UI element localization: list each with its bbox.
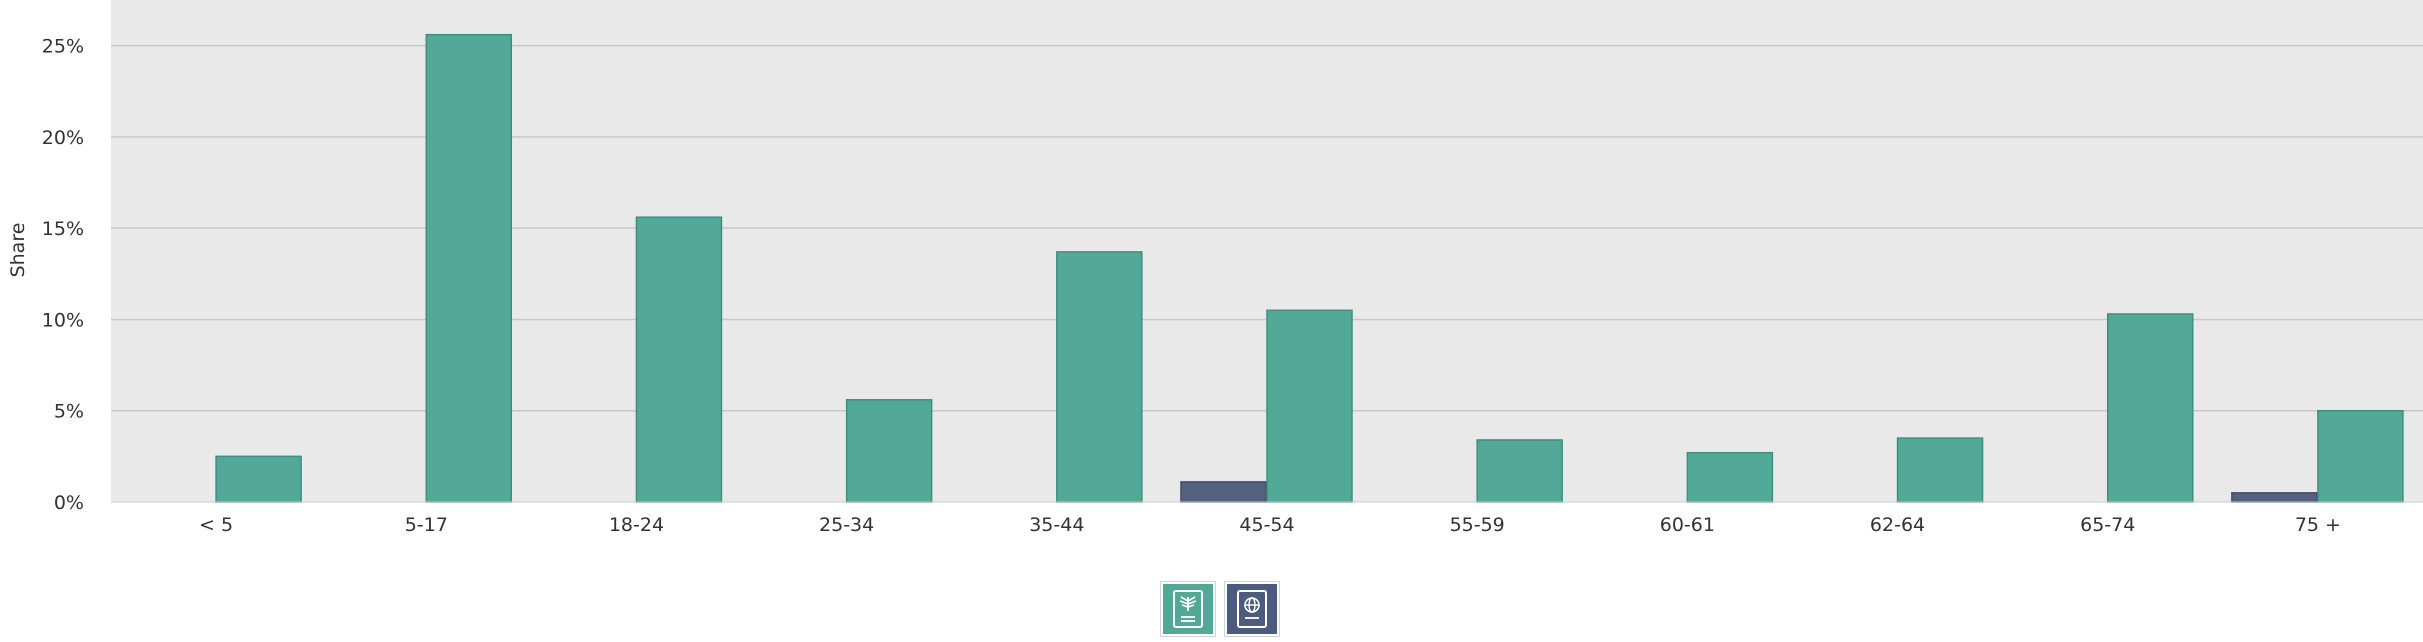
bars — [215, 33, 2404, 503]
x-tick-label: 75 + — [2295, 514, 2341, 536]
y-axis-ticks: 0% 5% 10% 15% 20% 25% — [42, 36, 84, 514]
bar[interactable] — [2106, 313, 2194, 503]
legend-item-eagle[interactable] — [1160, 581, 1216, 637]
y-tick-label: 5% — [54, 401, 84, 423]
y-tick-label: 0% — [54, 492, 84, 514]
x-tick-label: 25-34 — [819, 514, 874, 536]
bar[interactable] — [1266, 309, 1353, 503]
bar[interactable] — [1056, 251, 1143, 503]
bar[interactable] — [635, 216, 723, 503]
x-tick-label: 62-64 — [1870, 514, 1925, 536]
bar[interactable] — [845, 399, 933, 503]
bar[interactable] — [1896, 437, 1984, 503]
bar[interactable] — [1686, 451, 1774, 503]
bar-chart: 0% 5% 10% 15% 20% 25% < 5 5-17 18-24 25-34 35-44 4… — [7, 0, 2423, 536]
legend — [1160, 581, 1280, 637]
x-axis-ticks: < 5 5-17 18-24 25-34 35-44 45-54 55-59 60-61 62-… — [199, 514, 2341, 536]
y-tick-label: 15% — [42, 218, 84, 240]
y-axis-label: Share — [7, 223, 29, 278]
bar[interactable] — [1476, 439, 1563, 503]
bar[interactable] — [2317, 409, 2404, 503]
x-tick-label: 35-44 — [1029, 514, 1084, 536]
globe-passport-icon — [1237, 590, 1267, 628]
x-tick-label: 18-24 — [609, 514, 664, 536]
bar[interactable] — [1180, 481, 1267, 503]
x-tick-label: 60-61 — [1660, 514, 1715, 536]
legend-item-globe[interactable] — [1224, 581, 1280, 637]
x-tick-label: 45-54 — [1239, 514, 1294, 536]
y-tick-label: 25% — [42, 36, 84, 58]
y-tick-label: 10% — [42, 309, 84, 331]
bar[interactable] — [425, 33, 513, 503]
bar[interactable] — [215, 455, 302, 503]
eagle-passport-icon — [1173, 590, 1203, 628]
x-tick-label: 5-17 — [405, 514, 448, 536]
x-tick-label: 55-59 — [1450, 514, 1505, 536]
x-tick-label: 65-74 — [2080, 514, 2135, 536]
bar[interactable] — [2231, 492, 2318, 503]
x-tick-label: < 5 — [199, 514, 233, 536]
y-tick-label: 20% — [42, 127, 84, 149]
